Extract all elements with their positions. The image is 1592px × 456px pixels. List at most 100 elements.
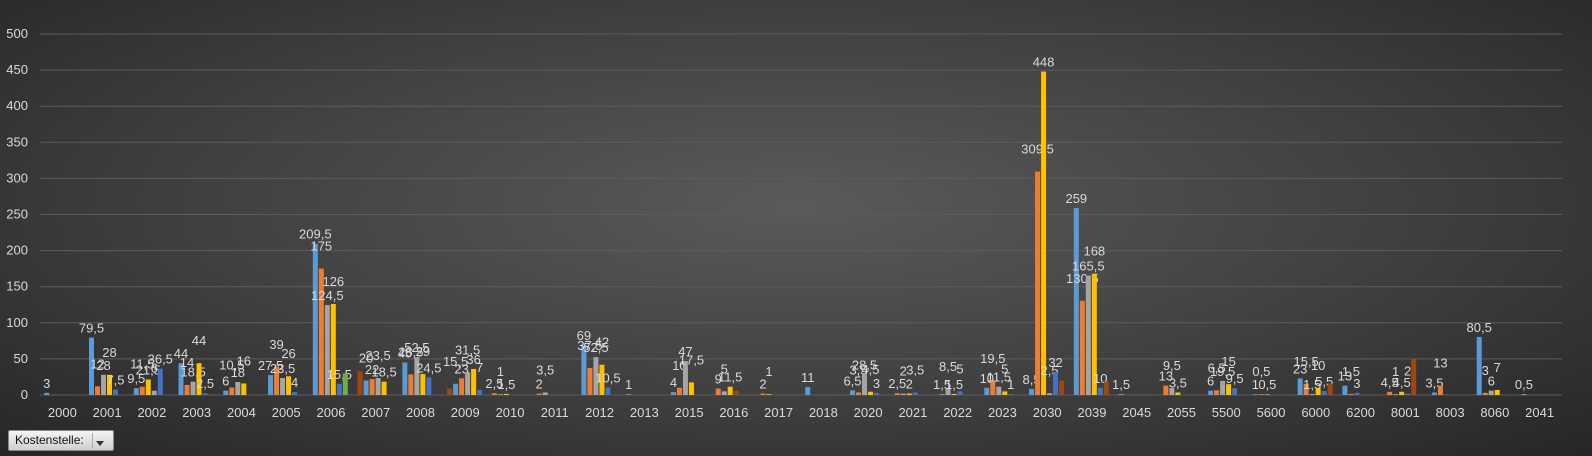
y-tick-label: 0 [21,387,28,402]
bar [342,373,348,395]
data-label: 10,5 [595,370,620,385]
x-tick-label: 8001 [1391,405,1420,420]
bar [1252,394,1258,395]
bar [381,381,387,395]
data-label: 9,5 [1163,358,1181,373]
data-label: 42 [595,335,609,350]
data-label: 9 [715,372,722,387]
bar [274,366,280,395]
filter-label: Kostenstelle: [15,433,84,447]
data-label: 15,5 [443,354,468,369]
x-tick-label: 2023 [988,405,1017,420]
data-label: 28 [102,345,116,360]
bar [1309,393,1315,395]
bar [420,374,426,395]
bar [1035,171,1041,395]
data-label: 18 [231,365,245,380]
bar [984,387,990,395]
bar [1399,391,1405,395]
x-tick-label: 2016 [719,405,748,420]
x-tick-label: 2039 [1078,405,1107,420]
data-label: 3,5 [849,362,867,377]
bar [1079,300,1085,395]
y-tick-label: 200 [6,243,28,258]
bar [465,372,471,395]
y-tick-label: 250 [6,207,28,222]
x-tick-label: 8060 [1480,405,1509,420]
bar [95,386,101,395]
bar [1297,378,1303,395]
bar [1059,380,1065,395]
bar [107,374,113,395]
bar [1085,275,1091,395]
bar [369,379,375,395]
data-label: 448 [1033,55,1055,70]
bar [900,393,906,395]
data-label: 3 [1353,376,1360,391]
bar [1494,389,1500,395]
bar [229,387,235,395]
data-label: 32 [1048,355,1062,370]
bar [202,393,208,395]
data-label: 3 [873,376,880,391]
data-label: 2 [900,364,907,379]
bar [190,381,196,395]
data-label: 19,5 [1210,364,1235,379]
data-label: 21,5 [136,362,161,377]
data-label: 9,5 [127,371,145,386]
x-tick-label: 5600 [1257,405,1286,420]
data-label: 4,5 [1393,375,1411,390]
bar [497,394,503,395]
bar [178,363,184,395]
x-tick-label: 2001 [93,405,122,420]
data-label: 1 [497,364,504,379]
bar [1053,371,1059,395]
x-tick-label: 2007 [361,405,390,420]
bar [292,392,298,395]
data-label: 79,5 [79,321,104,336]
bar [1169,388,1175,395]
y-tick-label: 450 [6,62,28,77]
x-tick-label: 2020 [854,405,883,420]
data-label: 28,5 [398,344,423,359]
data-label: 2 [1404,364,1411,379]
bar [491,393,497,395]
data-label: 209,5 [299,227,332,242]
kostenstelle-filter-button[interactable]: Kostenstelle: [8,430,114,451]
bar [208,394,214,395]
bar [471,369,477,395]
x-tick-label: 2018 [809,405,838,420]
data-label: 17,5 [679,352,704,367]
bar [324,305,330,395]
bar [1354,392,1360,395]
data-label: 6 [1488,374,1495,389]
bar [1405,393,1411,395]
bar [1232,388,1238,395]
bar [996,386,1002,395]
data-label: 168 [1083,244,1105,259]
bar [593,357,599,395]
bar [133,388,139,395]
bar [682,361,688,395]
data-label: 5 [1001,361,1008,376]
bar [945,388,951,395]
bar [1303,383,1309,395]
bar [145,379,151,395]
bar [1321,391,1327,395]
bar [1118,393,1124,395]
bar [151,390,157,395]
x-tick-label: 2012 [585,405,614,420]
x-tick-label: 8003 [1436,405,1465,420]
bar [1091,273,1097,395]
data-label: 1,5 [945,377,963,392]
data-label: 15 [1221,354,1235,369]
data-label: 15,5 [327,367,352,382]
data-label: 259 [1065,191,1087,206]
bar [676,387,682,395]
x-tick-label: 2002 [137,405,166,420]
bar [1476,336,1482,395]
bar [1258,394,1264,395]
data-label: 1 [765,364,772,379]
x-tick-label: 2009 [451,405,480,420]
bar [330,304,336,395]
